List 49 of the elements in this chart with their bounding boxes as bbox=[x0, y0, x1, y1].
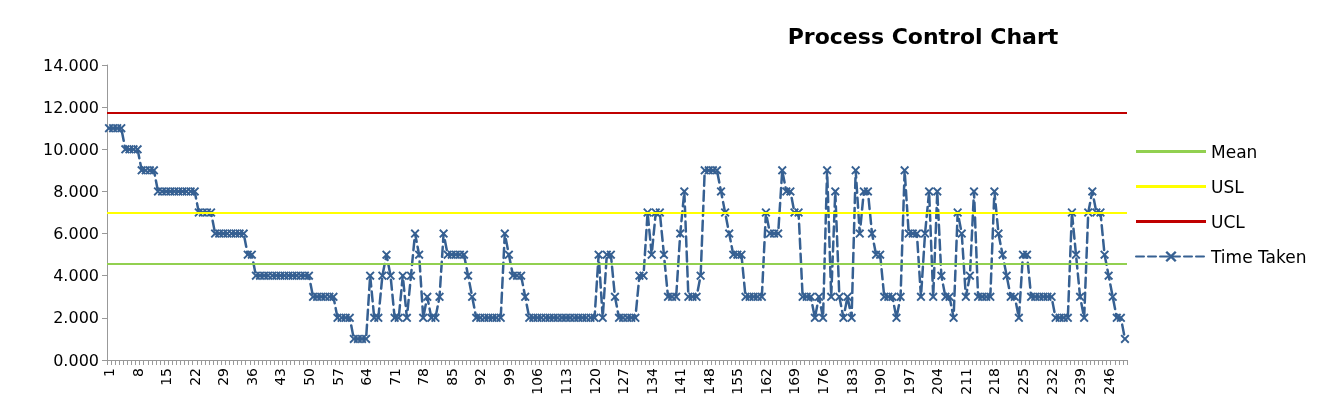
x-tick-label: 183 bbox=[843, 368, 860, 395]
legend-label: Mean bbox=[1211, 141, 1258, 162]
y-tick-label: 4.000 bbox=[53, 266, 99, 286]
x-tick-label: 127 bbox=[615, 368, 632, 395]
x-tick-label: 1 bbox=[101, 368, 118, 377]
x-tick-label: 71 bbox=[386, 368, 403, 386]
x-tick-label: 211 bbox=[957, 368, 974, 395]
x-tick-label: 29 bbox=[215, 368, 232, 386]
x-tick-label: 232 bbox=[1043, 368, 1060, 395]
x-tick-label: 148 bbox=[700, 368, 717, 395]
y-tick-label: 6.000 bbox=[53, 224, 99, 244]
x-tick-label: 190 bbox=[872, 368, 889, 395]
x-tick-label: 141 bbox=[672, 368, 689, 395]
x-tick-label: 169 bbox=[786, 368, 803, 395]
x-tick-label: 36 bbox=[243, 367, 260, 386]
x-tick-label: 85 bbox=[443, 368, 460, 386]
x-tick-label: 246 bbox=[1100, 367, 1117, 395]
y-tick-label: 8.000 bbox=[53, 181, 99, 201]
x-tick-label: 162 bbox=[757, 368, 774, 395]
x-tick-label: 155 bbox=[729, 368, 746, 395]
x-tick-label: 197 bbox=[900, 368, 917, 395]
x-tick-label: 50 bbox=[300, 368, 317, 386]
y-tick-label: 12.000 bbox=[43, 97, 99, 117]
x-tick-label: 99 bbox=[500, 368, 517, 386]
x-tick-label: 8 bbox=[129, 368, 146, 377]
x-tick-label: 43 bbox=[272, 368, 289, 386]
x-tick-label: 78 bbox=[415, 368, 432, 386]
x-tick-label: 113 bbox=[558, 368, 574, 395]
x-tick-label: 176 bbox=[815, 367, 832, 395]
x-tick-label: 120 bbox=[586, 368, 603, 395]
legend-label: Time Taken bbox=[1210, 246, 1307, 267]
x-tick-label: 204 bbox=[929, 367, 946, 395]
x-tick-label: 64 bbox=[358, 367, 375, 386]
x-tick-label: 15 bbox=[158, 368, 175, 386]
chart-title: Process Control Chart bbox=[787, 23, 1059, 49]
x-tick-label: 239 bbox=[1072, 368, 1089, 395]
x-tick-label: 106 bbox=[529, 367, 546, 395]
x-tick-label: 225 bbox=[1014, 368, 1031, 395]
y-tick-label: 0.000 bbox=[53, 350, 99, 370]
x-tick-label: 134 bbox=[643, 367, 660, 395]
y-tick-label: 10.000 bbox=[43, 139, 99, 159]
x-tick-label: 218 bbox=[986, 368, 1003, 395]
y-tick-label: 14.000 bbox=[43, 55, 99, 75]
legend-label: USL bbox=[1211, 176, 1245, 197]
x-tick-label: 22 bbox=[186, 368, 203, 386]
legend-label: UCL bbox=[1211, 211, 1246, 232]
x-tick-label: 57 bbox=[329, 368, 346, 386]
y-tick-label: 2.000 bbox=[53, 308, 99, 328]
x-tick-label: 92 bbox=[472, 368, 489, 386]
